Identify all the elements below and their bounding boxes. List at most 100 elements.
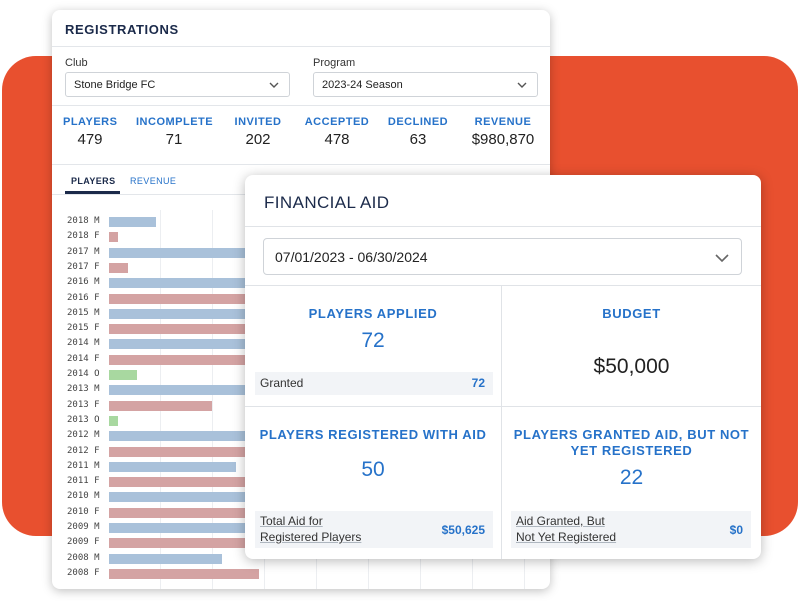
bar[interactable]	[109, 446, 250, 457]
players-applied-label: PLAYERS APPLIED	[308, 306, 438, 321]
row-label: 2008 M	[67, 552, 100, 563]
program-select[interactable]: 2023-24 Season	[313, 72, 538, 97]
tab-players[interactable]: PLAYERS	[71, 176, 116, 186]
grid-line	[212, 210, 213, 589]
stat-incomplete: INCOMPLETE 71	[136, 116, 214, 148]
divider	[245, 406, 761, 407]
granted-not-registered-label-line2: YET REGISTERED	[570, 443, 693, 458]
bar[interactable]	[109, 354, 274, 365]
chevron-down-icon	[269, 82, 279, 88]
registrations-title: REGISTRATIONS	[65, 22, 179, 37]
bar[interactable]	[109, 461, 236, 472]
stat-value: 202	[245, 131, 271, 148]
row-label: 2017 F	[67, 261, 100, 272]
bar[interactable]	[109, 492, 269, 503]
stat-label: REVENUE	[474, 116, 532, 128]
aid-granted-label-line1: Aid Granted, But	[516, 514, 605, 528]
row-label: 2013 O	[67, 414, 100, 425]
row-label: 2014 O	[67, 369, 100, 379]
grid-line	[160, 210, 161, 589]
granted-label: Granted	[260, 376, 304, 390]
total-aid-label-line2: Registered Players	[260, 530, 362, 544]
chevron-down-icon	[517, 82, 527, 88]
players-applied-value[interactable]: 72	[361, 329, 385, 352]
bar[interactable]	[109, 247, 321, 258]
bar[interactable]	[109, 568, 260, 579]
bar[interactable]	[109, 232, 119, 243]
bar[interactable]	[109, 339, 307, 350]
bar[interactable]	[109, 538, 250, 549]
divider	[501, 285, 502, 559]
bar[interactable]	[109, 217, 156, 227]
row-label: 2016 F	[67, 292, 100, 303]
divider	[52, 46, 550, 47]
stat-value: 71	[165, 131, 183, 148]
bar[interactable]	[109, 507, 246, 518]
granted-row: Granted 72	[255, 372, 493, 395]
divider	[52, 105, 550, 106]
row-label: 2014 F	[67, 353, 100, 364]
aid-granted-not-registered-row: Aid Granted, But Not Yet Registered $0	[511, 511, 751, 548]
row-label: 2012 F	[67, 445, 100, 456]
program-label: Program	[313, 57, 356, 69]
club-label: Club	[65, 57, 88, 69]
divider	[245, 285, 761, 286]
total-aid-row: Total Aid for Registered Players $50,625	[255, 511, 493, 548]
bar[interactable]	[109, 308, 312, 319]
divider	[245, 226, 761, 227]
bar[interactable]	[109, 523, 288, 533]
row-label: 2017 M	[67, 246, 100, 257]
stat-accepted: ACCEPTED 478	[302, 116, 372, 148]
active-tab-indicator	[65, 191, 120, 194]
financial-aid-card: FINANCIAL AID 07/01/2023 - 06/30/2024 PL…	[245, 175, 761, 559]
program-select-value: 2023-24 Season	[322, 79, 403, 91]
row-label: 2008 F	[67, 567, 100, 578]
bar[interactable]	[109, 553, 222, 564]
stat-invited: INVITED 202	[231, 116, 285, 148]
bar[interactable]	[109, 400, 213, 411]
row-label: 2018 M	[67, 216, 100, 226]
players-registered-with-aid-value[interactable]: 50	[361, 458, 385, 481]
bar[interactable]	[109, 262, 128, 273]
row-label: 2016 M	[67, 277, 100, 288]
granted-not-registered-value[interactable]: 22	[619, 466, 644, 489]
bar[interactable]	[109, 477, 274, 488]
row-label: 2010 M	[67, 491, 100, 502]
players-registered-with-aid-label: PLAYERS REGISTERED WITH AID	[259, 427, 487, 442]
row-label: 2015 F	[67, 323, 100, 334]
budget-label: BUDGET	[602, 306, 661, 321]
stat-declined: DECLINED 63	[384, 116, 452, 148]
budget-value: $50,000	[593, 355, 670, 378]
aid-granted-value[interactable]: $0	[729, 523, 743, 537]
total-aid-label-line1: Total Aid for	[260, 514, 323, 528]
financial-aid-title: FINANCIAL AID	[264, 193, 390, 212]
bar[interactable]	[109, 415, 119, 426]
tab-revenue[interactable]: REVENUE	[130, 176, 177, 186]
row-label: 2010 F	[67, 506, 100, 517]
bar[interactable]	[109, 324, 265, 335]
granted-not-registered-label-line1: PLAYERS GRANTED AID, BUT NOT	[513, 427, 750, 442]
row-label: 2011 F	[67, 476, 100, 487]
bar[interactable]	[109, 385, 288, 396]
stat-value: 63	[409, 131, 427, 148]
total-aid-value[interactable]: $50,625	[441, 523, 485, 537]
stat-label: ACCEPTED	[304, 116, 370, 128]
stat-label: INCOMPLETE	[136, 116, 214, 128]
bar[interactable]	[109, 370, 138, 380]
row-label: 2012 M	[67, 430, 100, 441]
row-label: 2015 M	[67, 307, 100, 318]
stat-label: DECLINED	[387, 116, 449, 128]
date-range-value: 07/01/2023 - 06/30/2024	[275, 249, 428, 265]
bar[interactable]	[109, 278, 279, 289]
club-select[interactable]: Stone Bridge FC	[65, 72, 290, 97]
bar[interactable]	[109, 293, 246, 304]
row-label: 2014 M	[67, 338, 100, 349]
date-range-select[interactable]: 07/01/2023 - 06/30/2024	[263, 238, 742, 275]
chevron-down-icon	[715, 254, 729, 263]
divider	[52, 164, 550, 165]
stat-value: 478	[324, 131, 350, 148]
row-label: 2018 F	[67, 231, 100, 242]
granted-value[interactable]: 72	[471, 376, 485, 390]
bar[interactable]	[109, 431, 265, 442]
stat-label: PLAYERS	[63, 116, 118, 128]
